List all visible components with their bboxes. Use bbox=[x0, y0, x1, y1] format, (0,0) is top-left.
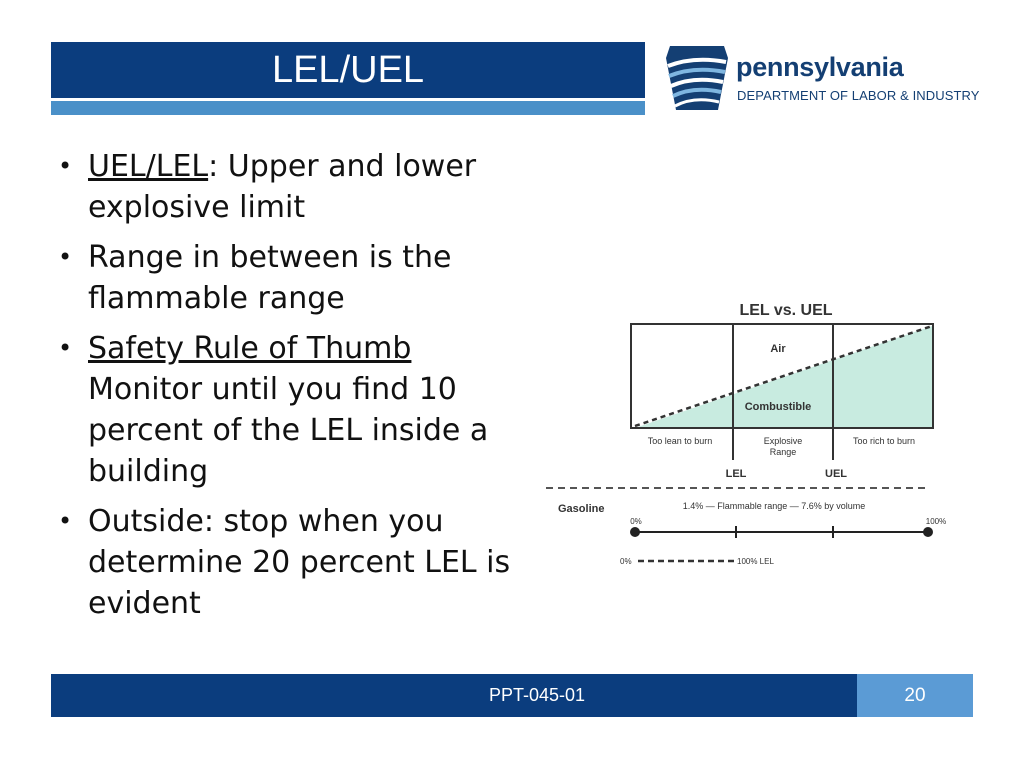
flammable-range-text: 1.4% — Flammable range — 7.6% by volume bbox=[683, 501, 866, 511]
scale-start-label: 0% bbox=[630, 517, 642, 526]
footer-code: PPT-045-01 bbox=[488, 685, 586, 705]
footer-bar bbox=[51, 674, 857, 717]
bullet-item: • UEL/LEL: Upper and lower explosive lim… bbox=[58, 146, 528, 228]
concentration-line bbox=[634, 324, 933, 428]
page-number-box bbox=[857, 674, 973, 717]
bullet-lead: Safety Rule of Thumb bbox=[88, 331, 412, 366]
title-underline bbox=[51, 101, 645, 115]
lel-scale-start-label: 0% bbox=[620, 557, 632, 566]
page-number: 20 bbox=[904, 685, 926, 706]
lel-marker-label: LEL bbox=[726, 468, 747, 480]
region-lean-label: Too lean to burn bbox=[648, 436, 713, 446]
pa-logo: pennsylvania DEPARTMENT OF LABOR & INDUS… bbox=[664, 44, 984, 114]
combustible-label: Combustible bbox=[745, 401, 812, 413]
scale-end-label: 100% bbox=[926, 517, 946, 526]
slide-title: LEL/UEL bbox=[271, 49, 425, 91]
diagram-title: LEL vs. UEL bbox=[739, 302, 832, 319]
bullet-item: • Outside: stop when you determine 20 pe… bbox=[58, 501, 528, 624]
bullet-item: • Safety Rule of Thumb Monitor until you… bbox=[58, 328, 528, 492]
air-label: Air bbox=[770, 343, 786, 355]
logo-name: pennsylvania bbox=[736, 52, 904, 82]
bullet-item: • Range in between is the flammable rang… bbox=[58, 237, 528, 319]
bullet-dot: • bbox=[58, 507, 73, 535]
bullet-text: : Upper and lower explosive limit bbox=[88, 149, 477, 225]
scale-start-dot bbox=[630, 527, 640, 537]
bullet-dot: • bbox=[58, 334, 73, 362]
lel-uel-diagram: LEL vs. UEL Air Combustible Too lean to … bbox=[546, 302, 946, 566]
keystone-logo-icon bbox=[666, 46, 728, 110]
region-explosive-label: Explosive Range bbox=[764, 436, 803, 457]
bullet-lead: UEL/LEL bbox=[88, 149, 209, 184]
bullet-text: Outside: stop when you determine 20 perc… bbox=[88, 504, 511, 621]
bullet-dot: • bbox=[58, 243, 73, 271]
bullet-text: Monitor until you find 10 percent of the… bbox=[88, 372, 489, 489]
title-banner bbox=[51, 42, 645, 98]
bullet-dot: • bbox=[58, 152, 73, 180]
uel-marker-label: UEL bbox=[825, 468, 847, 480]
logo-department: DEPARTMENT OF LABOR & INDUSTRY bbox=[737, 88, 980, 103]
bullet-text: Range in between is the flammable range bbox=[88, 240, 452, 316]
diagram-box bbox=[630, 323, 934, 429]
gasoline-label: Gasoline bbox=[558, 503, 604, 515]
scale-end-dot bbox=[923, 527, 933, 537]
bullet-list: • UEL/LEL: Upper and lower explosive lim… bbox=[58, 146, 528, 633]
region-rich-label: Too rich to burn bbox=[853, 436, 915, 446]
lel-scale-end-label: 100% LEL bbox=[737, 557, 774, 566]
